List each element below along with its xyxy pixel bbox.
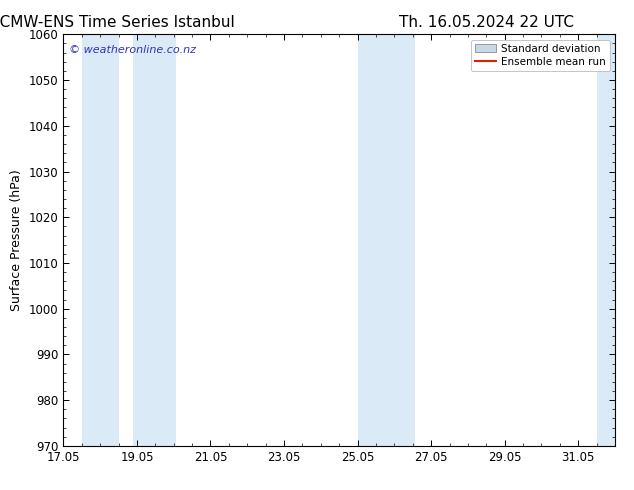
Y-axis label: Surface Pressure (hPa): Surface Pressure (hPa): [10, 169, 23, 311]
Text: ECMW-ENS Time Series Istanbul: ECMW-ENS Time Series Istanbul: [0, 15, 235, 30]
Bar: [133, 34, 176, 446]
Bar: [597, 34, 615, 446]
Bar: [82, 34, 119, 446]
Text: Th. 16.05.2024 22 UTC: Th. 16.05.2024 22 UTC: [399, 15, 574, 30]
Text: © weatheronline.co.nz: © weatheronline.co.nz: [69, 45, 196, 54]
Bar: [358, 34, 415, 446]
Legend: Standard deviation, Ensemble mean run: Standard deviation, Ensemble mean run: [470, 40, 610, 71]
